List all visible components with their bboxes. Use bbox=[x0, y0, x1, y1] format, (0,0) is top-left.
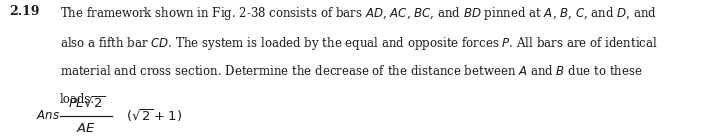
Text: The framework shown in Fig. 2-38 consists of bars $AD$, $AC$, $BC$, and $BD$ pin: The framework shown in Fig. 2-38 consist… bbox=[60, 5, 657, 22]
Text: also a fifth bar $CD$. The system is loaded by the equal and opposite forces $P$: also a fifth bar $CD$. The system is loa… bbox=[60, 35, 657, 52]
Text: $\mathit{Ans}$: $\mathit{Ans}$ bbox=[36, 109, 60, 122]
Text: $PL\sqrt{2}$: $PL\sqrt{2}$ bbox=[68, 95, 105, 110]
Text: material and cross section. Determine the decrease of the distance between $A$ a: material and cross section. Determine th… bbox=[60, 64, 642, 78]
Text: $AE$: $AE$ bbox=[76, 122, 96, 135]
Text: loads.: loads. bbox=[60, 93, 95, 106]
Text: $(\sqrt{2}+1)$: $(\sqrt{2}+1)$ bbox=[126, 107, 182, 124]
Text: 2.19: 2.19 bbox=[9, 5, 40, 18]
